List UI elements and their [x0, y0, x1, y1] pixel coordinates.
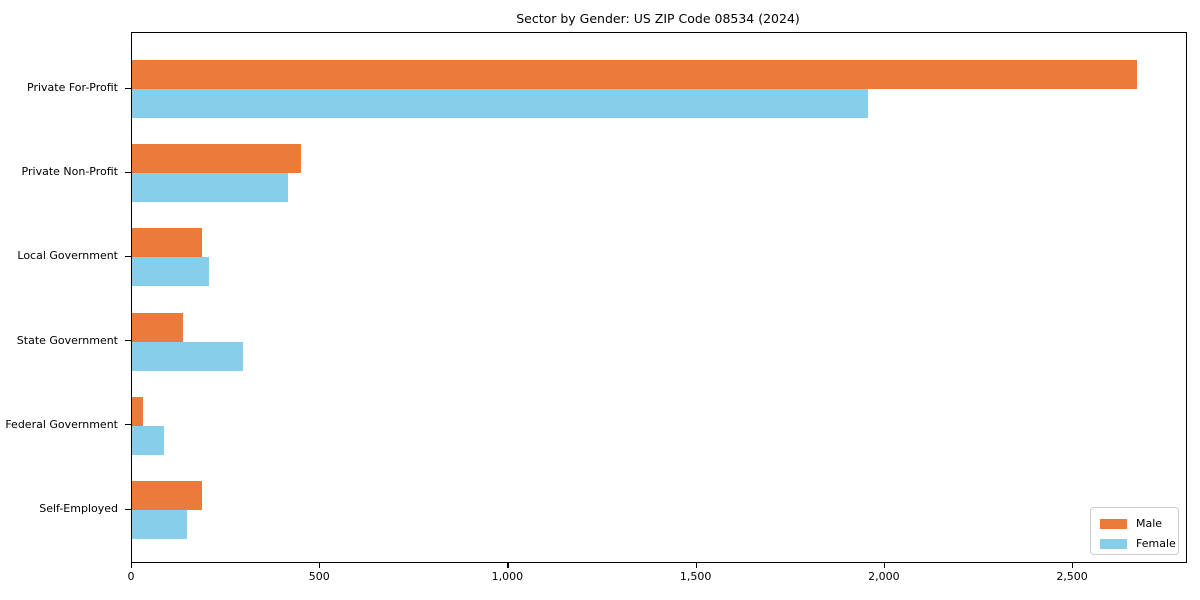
legend-swatch-female-icon [1100, 538, 1127, 549]
ytick-mark-1 [125, 171, 131, 173]
xtick-mark-5 [1072, 562, 1074, 568]
xtick-label-0: 0 [127, 570, 135, 583]
legend: Male Female [1090, 507, 1179, 555]
bar-male-0 [132, 60, 1138, 89]
legend-entry-female: Female [1100, 535, 1178, 552]
bar-male-3 [132, 312, 183, 342]
ytick-label-3: State Government [16, 333, 118, 347]
ytick-mark-0 [125, 87, 131, 89]
bar-male-4 [132, 396, 144, 426]
bar-female-3 [132, 341, 243, 371]
bar-female-2 [132, 257, 210, 287]
legend-swatch-male-icon [1100, 518, 1127, 529]
xtick-mark-0 [131, 562, 133, 568]
ytick-label-2: Local Government [17, 249, 118, 263]
ytick-mark-2 [125, 255, 131, 258]
bar-female-0 [132, 89, 868, 118]
legend-label-female: Female [1136, 537, 1176, 550]
xtick-label-4: 2,000 [868, 570, 900, 583]
ytick-mark-4 [125, 424, 131, 426]
legend-entry-male: Male [1100, 515, 1178, 532]
bar-male-5 [132, 481, 202, 510]
bar-male-2 [132, 228, 202, 258]
bar-female-1 [132, 173, 289, 203]
xtick-label-5: 2,500 [1056, 570, 1088, 583]
xtick-mark-1 [319, 562, 321, 568]
ytick-mark-3 [125, 340, 131, 342]
xtick-label-1: 500 [308, 570, 330, 583]
bar-female-5 [132, 510, 187, 539]
legend-label-male: Male [1136, 517, 1163, 530]
xtick-label-2: 1,000 [491, 570, 524, 583]
ytick-label-4: Federal Government [5, 417, 118, 431]
ytick-label-0: Private For-Profit [27, 81, 118, 94]
xtick-label-3: 1,500 [679, 570, 712, 583]
bar-female-4 [132, 425, 164, 455]
ytick-mark-5 [125, 508, 131, 510]
chart-title: Sector by Gender: US ZIP Code 08534 (202… [516, 11, 800, 26]
ytick-label-5: Self-Employed [39, 502, 118, 515]
plot-area [131, 32, 1187, 563]
bar-male-1 [132, 144, 302, 174]
xtick-mark-3 [695, 562, 697, 568]
ytick-label-1: Private Non-Profit [21, 165, 118, 179]
xtick-mark-4 [883, 562, 886, 568]
xtick-mark-2 [507, 562, 509, 568]
